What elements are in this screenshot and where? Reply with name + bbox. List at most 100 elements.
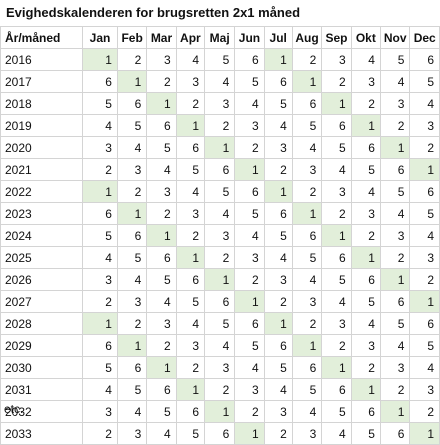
value-cell[interactable]: 3 xyxy=(379,356,411,379)
value-cell[interactable]: 4 xyxy=(321,422,352,445)
value-cell[interactable]: 6 xyxy=(175,400,206,423)
value-cell[interactable]: 4 xyxy=(116,136,148,159)
month-header-feb[interactable]: Feb xyxy=(116,26,148,49)
value-cell[interactable]: 2 xyxy=(116,312,148,335)
value-cell[interactable]: 1 xyxy=(409,290,440,313)
value-cell[interactable]: 6 xyxy=(116,92,148,115)
value-cell[interactable]: 6 xyxy=(263,70,293,93)
value-cell[interactable]: 3 xyxy=(146,312,177,335)
value-cell[interactable]: 5 xyxy=(321,136,352,159)
value-cell[interactable]: 2 xyxy=(409,136,440,159)
value-cell[interactable]: 2 xyxy=(146,202,177,225)
value-cell[interactable]: 4 xyxy=(350,312,381,335)
value-cell[interactable]: 4 xyxy=(379,202,411,225)
value-cell[interactable]: 6 xyxy=(82,334,118,357)
value-cell[interactable]: 4 xyxy=(116,268,148,291)
value-cell[interactable]: 3 xyxy=(234,378,265,401)
value-cell[interactable]: 4 xyxy=(234,224,265,247)
value-cell[interactable]: 6 xyxy=(379,290,411,313)
value-cell[interactable]: 1 xyxy=(175,246,206,269)
value-cell[interactable]: 4 xyxy=(116,400,148,423)
sheet-title[interactable]: Evighedskalenderen for brugsretten 2x1 m… xyxy=(6,5,301,20)
value-cell[interactable]: 6 xyxy=(291,224,323,247)
year-cell[interactable]: 2023 xyxy=(0,202,84,225)
value-cell[interactable]: 6 xyxy=(234,48,265,71)
month-header-maj[interactable]: Maj xyxy=(204,26,236,49)
value-cell[interactable]: 4 xyxy=(175,312,206,335)
value-cell[interactable]: 4 xyxy=(263,114,293,137)
value-cell[interactable]: 6 xyxy=(409,312,440,335)
value-cell[interactable]: 5 xyxy=(321,400,352,423)
value-cell[interactable]: 3 xyxy=(350,202,381,225)
value-cell[interactable]: 4 xyxy=(291,400,323,423)
value-cell[interactable]: 5 xyxy=(321,268,352,291)
value-cell[interactable]: 1 xyxy=(146,356,177,379)
value-cell[interactable]: 3 xyxy=(321,312,352,335)
value-cell[interactable]: 5 xyxy=(291,378,323,401)
value-cell[interactable]: 1 xyxy=(321,92,352,115)
value-cell[interactable]: 4 xyxy=(291,136,323,159)
value-cell[interactable]: 4 xyxy=(82,378,118,401)
value-cell[interactable]: 2 xyxy=(291,312,323,335)
value-cell[interactable]: 3 xyxy=(409,378,440,401)
value-cell[interactable]: 6 xyxy=(350,268,381,291)
value-cell[interactable]: 3 xyxy=(291,158,323,181)
value-cell[interactable]: 5 xyxy=(204,48,236,71)
value-cell[interactable]: 1 xyxy=(379,400,411,423)
value-cell[interactable]: 2 xyxy=(350,356,381,379)
value-cell[interactable]: 4 xyxy=(291,268,323,291)
value-cell[interactable]: 6 xyxy=(409,48,440,71)
month-header-okt[interactable]: Okt xyxy=(350,26,381,49)
value-cell[interactable]: 1 xyxy=(116,334,148,357)
year-cell[interactable]: 2022 xyxy=(0,180,84,203)
value-cell[interactable]: 3 xyxy=(291,422,323,445)
value-cell[interactable]: 1 xyxy=(175,114,206,137)
value-cell[interactable]: 2 xyxy=(321,334,352,357)
value-cell[interactable]: 3 xyxy=(146,48,177,71)
value-cell[interactable]: 2 xyxy=(321,70,352,93)
value-cell[interactable]: 4 xyxy=(82,114,118,137)
value-cell[interactable]: 5 xyxy=(175,422,206,445)
value-cell[interactable]: 5 xyxy=(409,70,440,93)
value-cell[interactable]: 5 xyxy=(263,224,293,247)
value-cell[interactable]: 6 xyxy=(146,246,177,269)
value-cell[interactable]: 5 xyxy=(204,180,236,203)
year-cell[interactable]: 2016 xyxy=(0,48,84,71)
year-cell[interactable]: 2028 xyxy=(0,312,84,335)
value-cell[interactable]: 2 xyxy=(379,378,411,401)
value-cell[interactable]: 6 xyxy=(146,378,177,401)
value-cell[interactable]: 1 xyxy=(82,48,118,71)
month-header-jul[interactable]: Jul xyxy=(263,26,293,49)
value-cell[interactable]: 2 xyxy=(204,114,236,137)
value-cell[interactable]: 3 xyxy=(116,422,148,445)
value-cell[interactable]: 1 xyxy=(82,180,118,203)
year-cell[interactable]: 2026 xyxy=(0,268,84,291)
value-cell[interactable]: 6 xyxy=(350,400,381,423)
value-cell[interactable]: 3 xyxy=(175,70,206,93)
value-cell[interactable]: 5 xyxy=(409,202,440,225)
value-cell[interactable]: 6 xyxy=(116,356,148,379)
value-cell[interactable]: 5 xyxy=(291,114,323,137)
value-cell[interactable]: 4 xyxy=(321,158,352,181)
value-cell[interactable]: 3 xyxy=(82,268,118,291)
value-cell[interactable]: 3 xyxy=(321,48,352,71)
value-cell[interactable]: 3 xyxy=(146,180,177,203)
value-cell[interactable]: 6 xyxy=(82,70,118,93)
value-cell[interactable]: 3 xyxy=(204,92,236,115)
value-cell[interactable]: 1 xyxy=(409,422,440,445)
value-cell[interactable]: 3 xyxy=(234,114,265,137)
value-cell[interactable]: 1 xyxy=(291,202,323,225)
value-cell[interactable]: 6 xyxy=(234,180,265,203)
value-cell[interactable]: 3 xyxy=(82,400,118,423)
month-header-jan[interactable]: Jan xyxy=(82,26,118,49)
value-cell[interactable]: 3 xyxy=(379,92,411,115)
value-cell[interactable]: 2 xyxy=(116,48,148,71)
value-cell[interactable]: 5 xyxy=(116,378,148,401)
value-cell[interactable]: 4 xyxy=(146,422,177,445)
value-cell[interactable]: 2 xyxy=(263,290,293,313)
value-cell[interactable]: 6 xyxy=(379,158,411,181)
value-cell[interactable]: 5 xyxy=(204,312,236,335)
value-cell[interactable]: 6 xyxy=(409,180,440,203)
value-cell[interactable]: 3 xyxy=(82,136,118,159)
value-cell[interactable]: 1 xyxy=(263,312,293,335)
